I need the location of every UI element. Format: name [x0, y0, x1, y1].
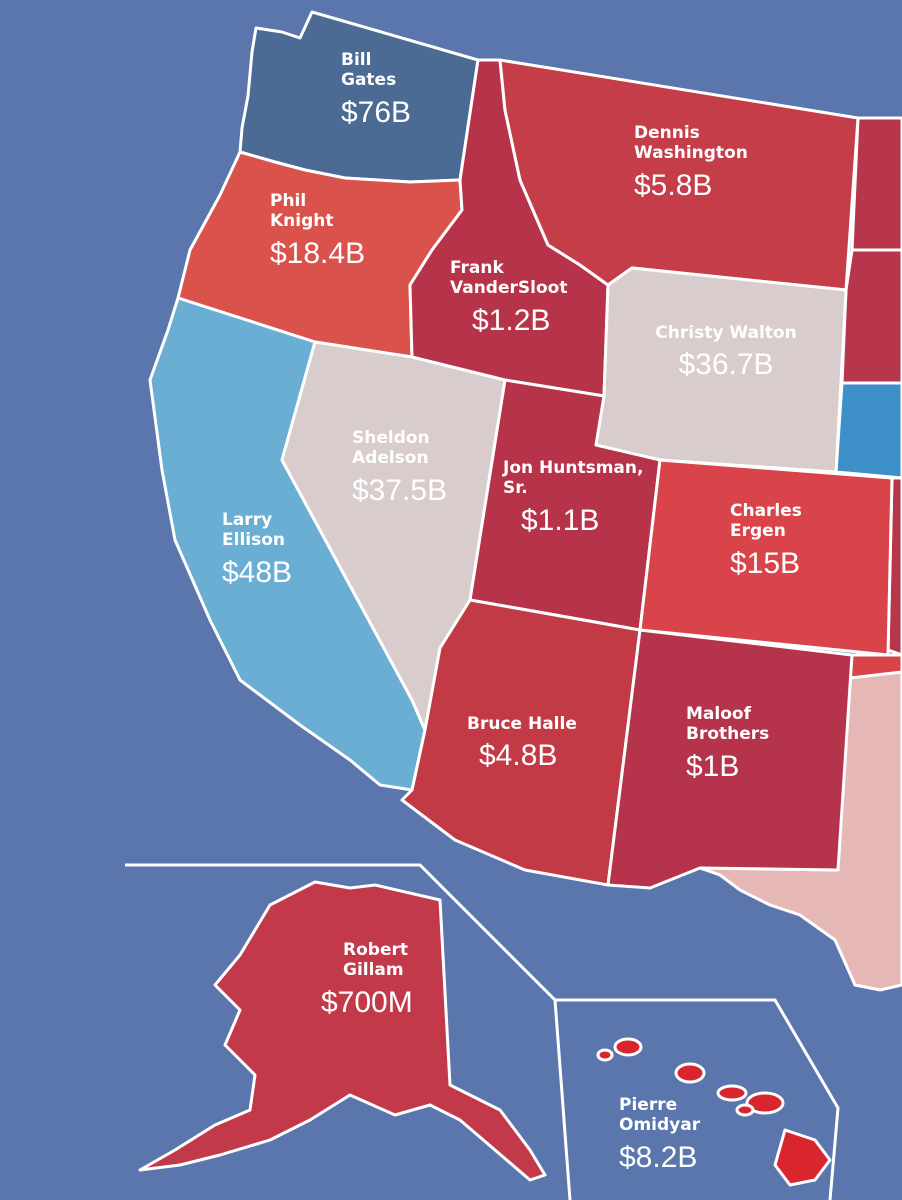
net-worth: $18.4B — [270, 236, 366, 270]
billionaire-name: Jon Huntsman, Sr. — [503, 458, 644, 499]
label-washington: Bill Gates $76B — [341, 50, 431, 131]
billionaire-name: Maloof Brothers — [686, 704, 770, 745]
billionaire-name: Charles Ergen — [730, 501, 802, 542]
billionaire-name: Frank VanderSloot — [450, 258, 568, 299]
label-montana: Dennis Washington $5.8B — [634, 123, 774, 204]
net-worth: $1.1B — [521, 503, 600, 537]
state-colorado — [638, 458, 894, 657]
billionaire-name: Christy Walton — [655, 323, 797, 343]
label-hawaii: Pierre Omidyar $8.2B — [619, 1095, 719, 1176]
label-new-mexico: Maloof Brothers $1B — [686, 704, 786, 785]
net-worth: $8.2B — [619, 1140, 698, 1174]
state-montana — [498, 58, 860, 292]
net-worth: $48B — [222, 555, 293, 589]
net-worth: $36.7B — [678, 348, 774, 382]
label-wyoming: Christy Walton $36.7B — [646, 323, 806, 383]
label-utah: Jon Huntsman, Sr. $1.1B — [503, 458, 653, 539]
net-worth: $37.5B — [352, 473, 448, 507]
billionaire-name: Sheldon Adelson — [352, 428, 430, 469]
net-worth: $1B — [686, 749, 740, 783]
alaska-inset-border — [125, 863, 572, 1200]
billionaire-name: Dennis Washington — [634, 123, 748, 164]
state-hawaii — [596, 1037, 832, 1187]
billionaire-name: Pierre Omidyar — [619, 1095, 701, 1136]
label-oregon: Phil Knight $18.4B — [270, 191, 365, 272]
net-worth: $700M — [321, 985, 413, 1019]
hawaii-inset-border — [555, 998, 840, 1200]
billionaire-name: Bruce Halle — [467, 714, 577, 734]
label-idaho: Frank VanderSloot $1.2B — [450, 258, 590, 339]
state-nebraska — [834, 381, 902, 480]
billionaire-name: Larry Ellison — [222, 510, 285, 551]
label-nevada: Sheldon Adelson $37.5B — [352, 428, 452, 509]
label-arizona: Bruce Halle $4.8B — [467, 714, 597, 774]
net-worth: $1.2B — [472, 303, 551, 337]
state-alaska — [138, 880, 547, 1182]
billionaire-name: Robert Gillam — [343, 940, 408, 981]
billionaire-name: Phil Knight — [270, 191, 334, 232]
state-new-mexico — [606, 628, 854, 890]
state-north-dakota — [850, 116, 902, 252]
billionaire-name: Bill Gates — [341, 50, 397, 91]
net-worth: $4.8B — [479, 739, 558, 773]
net-worth: $76B — [341, 95, 412, 129]
net-worth: $5.8B — [634, 168, 713, 202]
label-california: Larry Ellison $48B — [222, 510, 312, 591]
state-south-dakota — [840, 248, 902, 385]
label-colorado: Charles Ergen $15B — [730, 501, 820, 582]
net-worth: $15B — [730, 546, 801, 580]
label-alaska: Robert Gillam $700M — [321, 940, 433, 1021]
